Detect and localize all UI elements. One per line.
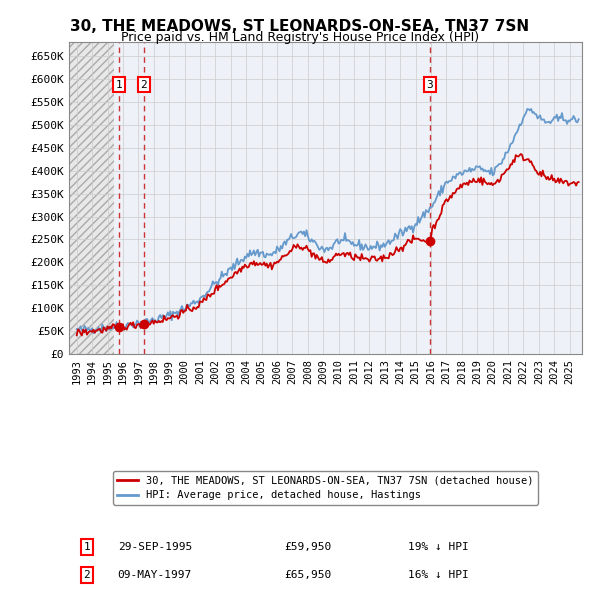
Text: 09-MAY-1997: 09-MAY-1997 bbox=[118, 570, 192, 580]
Text: 3: 3 bbox=[427, 80, 433, 90]
Text: 29-SEP-1995: 29-SEP-1995 bbox=[118, 542, 192, 552]
Legend: 30, THE MEADOWS, ST LEONARDS-ON-SEA, TN37 7SN (detached house), HPI: Average pri: 30, THE MEADOWS, ST LEONARDS-ON-SEA, TN3… bbox=[113, 471, 538, 504]
Text: £65,950: £65,950 bbox=[284, 570, 332, 580]
Text: 2: 2 bbox=[140, 80, 147, 90]
Text: 16% ↓ HPI: 16% ↓ HPI bbox=[407, 570, 469, 580]
Bar bbox=[69, 42, 113, 354]
Text: £59,950: £59,950 bbox=[284, 542, 332, 552]
Text: 1: 1 bbox=[116, 80, 122, 90]
Text: 2: 2 bbox=[83, 570, 91, 580]
Text: 30, THE MEADOWS, ST LEONARDS-ON-SEA, TN37 7SN: 30, THE MEADOWS, ST LEONARDS-ON-SEA, TN3… bbox=[70, 19, 530, 34]
Text: 1: 1 bbox=[83, 542, 91, 552]
Text: 19% ↓ HPI: 19% ↓ HPI bbox=[407, 542, 469, 552]
Text: Price paid vs. HM Land Registry's House Price Index (HPI): Price paid vs. HM Land Registry's House … bbox=[121, 31, 479, 44]
